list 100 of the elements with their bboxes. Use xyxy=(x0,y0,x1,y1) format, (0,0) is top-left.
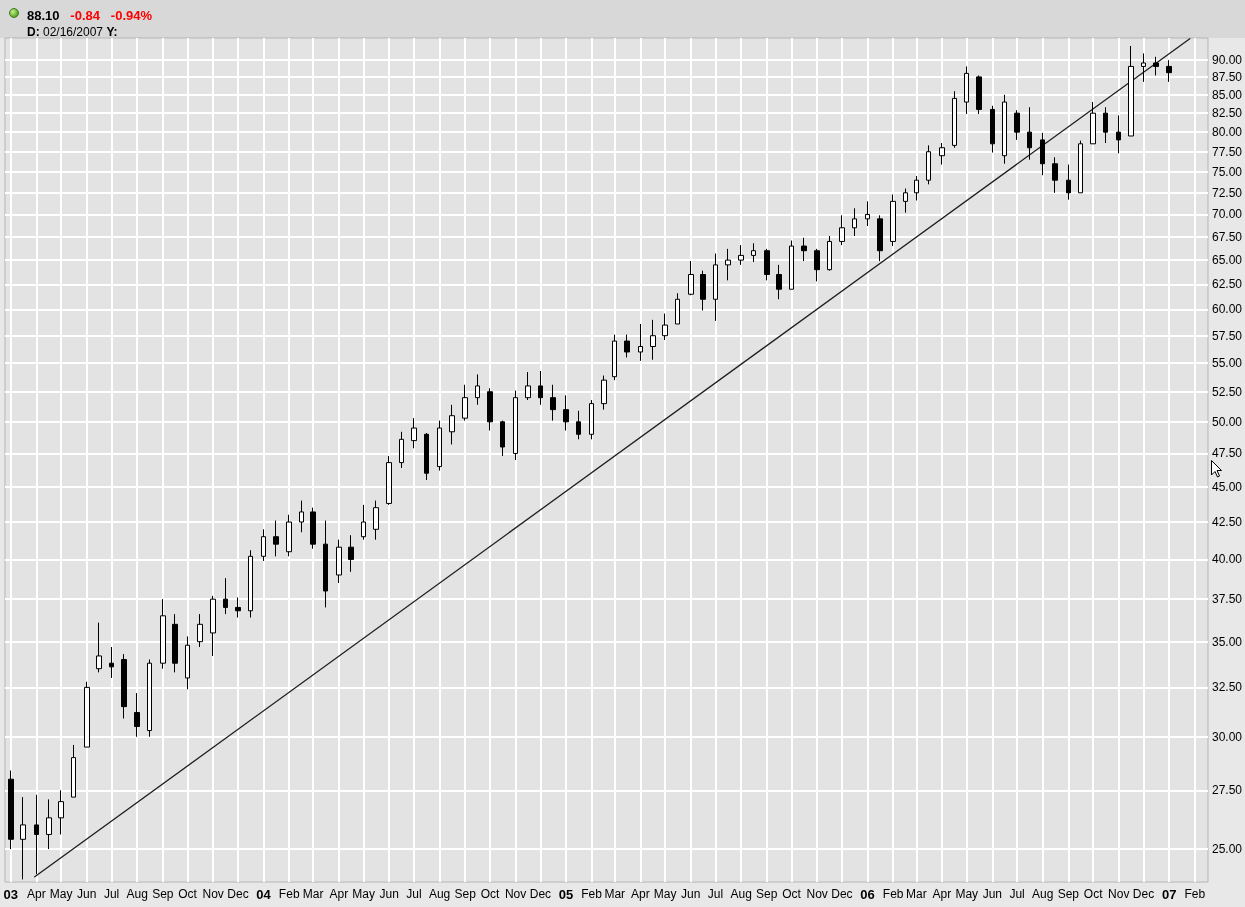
candlestick xyxy=(1116,114,1121,154)
chart-title: 88.10 xyxy=(27,8,60,23)
y-tick-label: 42.50 xyxy=(1211,515,1243,530)
candlestick xyxy=(550,384,556,422)
x-tick-label: Jun xyxy=(982,887,1003,901)
x-tick-label: Jul xyxy=(103,887,120,901)
candlestick xyxy=(323,520,328,608)
y-tick-label: 82.50 xyxy=(1211,106,1243,121)
candlestick xyxy=(235,597,241,619)
candlestick xyxy=(109,646,114,679)
candlestick xyxy=(624,334,630,359)
candlestick xyxy=(1103,106,1108,144)
y-tick-label: 37.50 xyxy=(1211,592,1243,607)
x-tick-label: Jul xyxy=(1009,887,1025,901)
x-tick-label: Dec xyxy=(529,887,552,901)
candlestick xyxy=(1040,132,1045,176)
y-tick-label: 32.50 xyxy=(1211,680,1243,695)
candlestick xyxy=(310,507,316,550)
x-tick-label: May xyxy=(653,887,677,901)
candlestick xyxy=(700,270,706,311)
y-tick-label: 30.00 xyxy=(1211,729,1243,744)
candlestick xyxy=(348,534,354,573)
x-tick-label: Mar xyxy=(302,887,324,901)
x-tick-label: Jun xyxy=(681,887,701,901)
candlestick xyxy=(172,613,178,673)
candlestick xyxy=(1066,164,1071,201)
x-tick-label: 07 xyxy=(1161,887,1177,902)
text: -0.84 xyxy=(70,8,101,23)
candlestick xyxy=(538,370,543,406)
x-tick-label: Jun xyxy=(379,887,399,901)
x-tick-label: May xyxy=(49,887,73,901)
y-tick-label: 57.50 xyxy=(1211,328,1243,343)
y-tick-label: 25.00 xyxy=(1211,842,1243,857)
x-tick-label: 05 xyxy=(558,887,574,902)
candlestick xyxy=(877,214,883,262)
x-tick-label: 04 xyxy=(256,887,272,902)
y-tick-label: 55.00 xyxy=(1211,356,1243,371)
x-tick-label: Nov xyxy=(504,887,527,901)
candlestick xyxy=(776,264,782,300)
x-tick-label: May xyxy=(352,887,375,901)
y-tick-label: 72.50 xyxy=(1211,185,1243,200)
y-tick-label: 77.50 xyxy=(1211,144,1243,159)
x-tick-label: Apr xyxy=(329,887,349,901)
y-tick-label: 27.50 xyxy=(1211,783,1243,798)
x-tick-label: Aug xyxy=(730,887,752,901)
x-tick-label: Sep xyxy=(152,887,174,901)
x-tick-label: Feb xyxy=(882,887,904,901)
x-tick-label: Nov xyxy=(1108,887,1130,901)
candlestick xyxy=(563,394,569,432)
x-tick-label: Feb xyxy=(278,887,300,901)
candlestick xyxy=(500,420,505,457)
x-tick-label: Oct xyxy=(782,887,802,901)
x-tick-label: Sep xyxy=(454,887,477,901)
y-tick-label: 87.50 xyxy=(1211,69,1243,84)
y-tick-label: 35.00 xyxy=(1211,634,1243,649)
x-tick-label: Jul xyxy=(406,887,422,901)
candlestick xyxy=(1052,156,1058,194)
x-tick-label: May xyxy=(955,887,979,901)
x-tick-label: Apr xyxy=(27,887,46,901)
x-tick-label: 03 xyxy=(3,887,19,902)
y-tick-label: 80.00 xyxy=(1211,125,1243,140)
x-tick-label: Apr xyxy=(932,887,952,901)
x-tick-label: Sep xyxy=(756,887,778,901)
x-tick-label: Dec xyxy=(227,887,249,901)
x-tick-label: Oct xyxy=(480,887,500,901)
x-tick-label: Jul xyxy=(707,887,724,901)
y-tick-label: 40.00 xyxy=(1211,552,1243,567)
candlestick xyxy=(223,577,228,615)
candlestick xyxy=(424,432,429,481)
candlestick xyxy=(8,769,14,850)
y-tick-label: 90.00 xyxy=(1211,52,1243,67)
text: -0.94% xyxy=(110,8,153,23)
y-tick-label: 60.00 xyxy=(1211,302,1243,317)
x-tick-label: Feb xyxy=(581,887,603,901)
x-tick-label: Oct xyxy=(1083,887,1104,901)
y-tick-label: 65.00 xyxy=(1211,253,1243,268)
candlestick xyxy=(1027,106,1032,161)
x-tick-label: Dec xyxy=(831,887,853,901)
y-tick-label: 62.50 xyxy=(1211,277,1243,292)
candlestick xyxy=(1014,109,1020,141)
y-tick-label: 47.50 xyxy=(1211,446,1243,461)
x-tick-label: Mar xyxy=(604,887,626,901)
candlestick xyxy=(273,520,279,557)
x-tick-label: 06 xyxy=(860,887,875,902)
y-tick-label: 67.50 xyxy=(1211,229,1243,244)
x-tick-label: Nov xyxy=(806,887,828,901)
y-tick-label: 75.00 xyxy=(1211,164,1243,179)
x-tick-label: Sep xyxy=(1057,887,1080,901)
x-tick-label: Aug xyxy=(428,887,451,901)
x-tick-label: Feb xyxy=(1184,887,1206,901)
candlestick xyxy=(1153,56,1159,76)
chart-subtitle: D: 02/16/2007 Y: xyxy=(27,25,118,39)
y-tick-label: 85.00 xyxy=(1211,87,1243,102)
x-tick-label: Aug xyxy=(1032,887,1054,901)
x-tick-label: Aug xyxy=(126,887,148,901)
candlestick xyxy=(34,794,39,875)
candlestick xyxy=(764,248,770,281)
candlestick xyxy=(1166,59,1172,83)
candlestick xyxy=(976,74,982,115)
x-tick-label: Dec xyxy=(1132,887,1155,901)
